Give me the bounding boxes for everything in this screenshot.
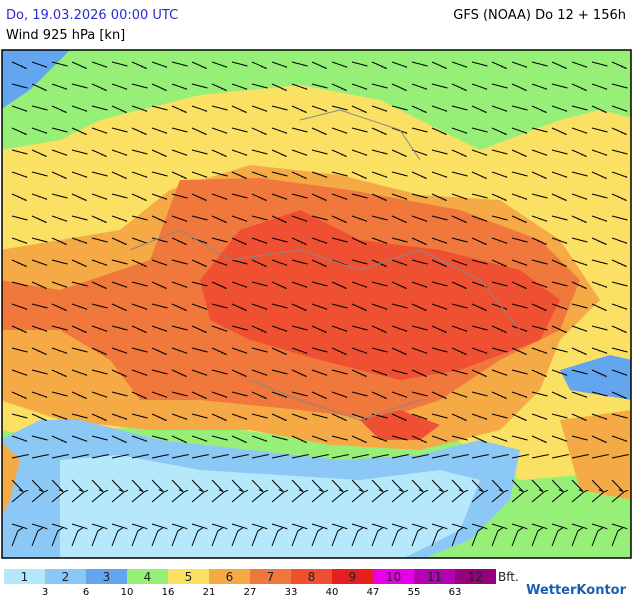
legend-swatch — [45, 569, 86, 584]
legend-class: 11 — [427, 570, 442, 584]
legend-swatch — [332, 569, 373, 584]
legend-class: 3 — [103, 570, 111, 584]
region-4b — [501, 500, 631, 558]
legend-class: 9 — [349, 570, 357, 584]
legend-class: 2 — [62, 570, 70, 584]
legend-class: 4 — [144, 570, 152, 584]
legend-swatch — [4, 569, 45, 584]
model-run: GFS (NOAA) Do 12 + 156h — [453, 8, 626, 23]
legend-swatch — [209, 569, 250, 584]
map-variable: Wind 925 hPa [kn] — [6, 28, 125, 43]
legend-swatch — [127, 569, 168, 584]
legend-threshold: 63 — [449, 587, 462, 598]
legend-threshold: 10 — [121, 587, 134, 598]
legend-swatch — [373, 569, 414, 584]
legend-swatch — [168, 569, 209, 584]
wind-barbs — [11, 61, 629, 547]
legend-threshold: 40 — [326, 587, 339, 598]
legend-unit: Bft. — [498, 570, 519, 584]
legend-threshold: 55 — [408, 587, 421, 598]
legend-class: 7 — [267, 570, 275, 584]
legend-swatch — [250, 569, 291, 584]
legend-threshold: 16 — [162, 587, 175, 598]
region-8 — [200, 210, 560, 380]
legend-swatch — [291, 569, 332, 584]
legend-class: 6 — [226, 570, 234, 584]
region-6b — [2, 442, 20, 516]
region-3b — [560, 355, 631, 400]
borders — [129, 109, 521, 421]
legend-class: 12 — [468, 570, 483, 584]
region-1 — [60, 455, 480, 558]
legend-threshold: 27 — [244, 587, 257, 598]
region-6c — [560, 410, 631, 500]
legend-threshold: 3 — [42, 587, 48, 598]
region-8b — [360, 410, 440, 440]
legend-class: 8 — [308, 570, 316, 584]
legend-class: 1 — [21, 570, 29, 584]
legend-threshold: 6 — [83, 587, 89, 598]
legend-class: 10 — [386, 570, 401, 584]
legend-swatch — [455, 569, 496, 584]
legend-class: 5 — [185, 570, 193, 584]
map-date: Do, 19.03.2026 00:00 UTC — [6, 8, 178, 23]
legend-threshold: 47 — [367, 587, 380, 598]
legend-swatch — [414, 569, 455, 584]
logo: WetterKontor — [526, 583, 627, 598]
map-frame — [1, 49, 632, 559]
wind-map — [1, 49, 632, 559]
legend-threshold: 33 — [285, 587, 298, 598]
legend-swatch — [86, 569, 127, 584]
legend-threshold: 21 — [203, 587, 216, 598]
